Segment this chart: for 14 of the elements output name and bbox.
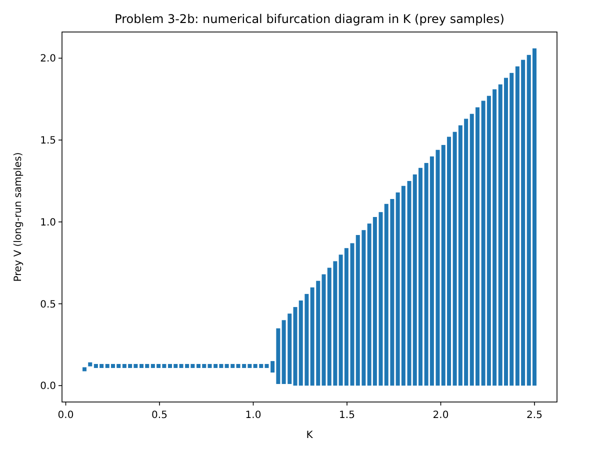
- x-tick-label: 1.0: [245, 410, 262, 421]
- y-axis-title: Prey V (long-run samples): [13, 152, 24, 282]
- x-tick-label: 1.5: [339, 410, 355, 421]
- x-tick-label: 2.0: [432, 410, 449, 421]
- chart-title: Problem 3-2b: numerical bifurcation diagram in K (prey samples): [114, 12, 504, 26]
- y-tick-label: 0.5: [40, 299, 56, 310]
- x-axis-title: K: [306, 430, 314, 441]
- y-tick-label: 2.0: [40, 54, 56, 65]
- y-tick-label: 1.0: [40, 217, 56, 228]
- x-tick-label: 0.0: [58, 410, 74, 421]
- y-tick-label: 0.0: [40, 381, 56, 392]
- x-tick-label: 2.5: [526, 410, 542, 421]
- y-tick-label: 1.5: [40, 136, 56, 147]
- x-tick-label: 0.5: [152, 410, 168, 421]
